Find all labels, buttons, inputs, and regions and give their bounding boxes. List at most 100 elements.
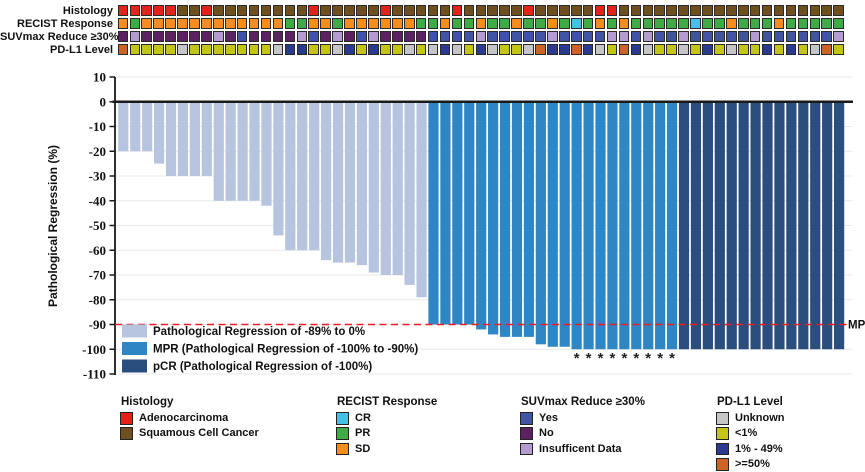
legend-item-label: Yes xyxy=(539,412,558,424)
y-tick-label: -30 xyxy=(89,169,106,184)
track-label-recist: RECIST Response xyxy=(17,17,113,30)
patient-bar xyxy=(201,101,212,176)
track-cell-suvmax xyxy=(463,30,475,42)
track-cell-histology xyxy=(320,4,331,16)
track-cell-suvmax xyxy=(487,30,499,42)
track-cell-histology xyxy=(272,4,284,16)
track-cell-pdl1 xyxy=(726,43,737,55)
legend-group-title: Histology xyxy=(121,396,174,408)
track-cell-histology xyxy=(678,4,689,16)
track-cell-pdl1 xyxy=(535,43,546,55)
patient-bar xyxy=(404,101,415,285)
track-cell-recist xyxy=(439,17,451,29)
legend-swatch xyxy=(716,412,729,425)
track-cell-histology xyxy=(391,4,403,16)
track-cell-pdl1 xyxy=(642,43,654,55)
patient-bar xyxy=(595,101,606,350)
track-cell-recist xyxy=(714,17,725,29)
track-cell-suvmax xyxy=(236,30,248,42)
track-cell-pdl1 xyxy=(785,43,797,55)
track-cell-pdl1 xyxy=(511,43,522,55)
track-cell-pdl1 xyxy=(654,43,666,55)
track-cell-recist xyxy=(368,17,379,29)
track-cell-histology xyxy=(415,4,427,16)
patient-bar xyxy=(153,101,165,164)
patient-bar xyxy=(643,101,654,350)
track-cell-suvmax xyxy=(678,30,689,42)
track-cell-suvmax xyxy=(201,30,212,42)
track-cell-recist xyxy=(749,17,761,29)
asterisk-marker: * xyxy=(657,350,663,367)
track-cell-pdl1 xyxy=(618,43,630,55)
y-tick-label: -60 xyxy=(89,243,106,258)
track-cell-pdl1 xyxy=(797,43,809,55)
track-cell-pdl1 xyxy=(141,43,153,55)
track-cell-recist xyxy=(165,17,176,29)
track-cell-histology xyxy=(702,4,713,16)
y-tick-label: -110 xyxy=(83,367,106,382)
track-cell-suvmax xyxy=(523,30,534,42)
track-cell-recist xyxy=(451,17,463,29)
patient-bar xyxy=(237,101,248,201)
track-cell-pdl1 xyxy=(165,43,176,55)
y-tick-label: 0 xyxy=(100,94,107,109)
track-label-pdl1: PD-L1 Level xyxy=(50,43,113,56)
track-cell-histology xyxy=(332,4,343,16)
track-cell-histology xyxy=(141,4,153,16)
track-cell-pdl1 xyxy=(833,43,844,55)
track-cell-histology xyxy=(260,4,272,16)
track-cell-pdl1 xyxy=(296,43,308,55)
track-cell-suvmax xyxy=(224,30,236,42)
patient-bar xyxy=(118,101,129,152)
track-cell-pdl1 xyxy=(666,43,677,55)
track-cell-recist xyxy=(559,17,570,29)
legend-item-label: CR xyxy=(355,412,371,424)
asterisk-marker: * xyxy=(621,350,627,367)
legend-item-label: Unknown xyxy=(735,412,785,424)
track-cell-histology xyxy=(153,4,164,16)
track-cell-recist xyxy=(463,17,475,29)
patient-bar xyxy=(452,101,463,325)
track-cell-histology xyxy=(737,4,749,16)
track-cell-suvmax xyxy=(451,30,463,42)
y-tick-label: -80 xyxy=(89,292,106,307)
y-axis-title: Pathological Regression (%) xyxy=(46,145,60,307)
track-cell-recist xyxy=(403,17,415,29)
track-cell-recist xyxy=(618,17,630,29)
regression-legend-label-mpr: MPR (Pathological Regression of -100% to… xyxy=(153,344,418,356)
track-cell-recist xyxy=(833,17,844,29)
patient-bar xyxy=(786,101,797,350)
track-cell-histology xyxy=(690,4,701,16)
legend-swatch xyxy=(520,427,533,440)
patient-bar xyxy=(559,101,570,347)
track-cell-suvmax xyxy=(535,30,546,42)
track-cell-suvmax xyxy=(511,30,522,42)
regression-legend-label-reg: Pathological Regression of -89% to 0% xyxy=(153,326,365,338)
legend-item-label: Insufficent Data xyxy=(539,442,622,455)
y-tick-label: -20 xyxy=(89,144,106,159)
track-cell-histology xyxy=(535,4,546,16)
track-cell-pdl1 xyxy=(391,43,403,55)
legend-swatch xyxy=(120,427,133,440)
y-tick-label: -90 xyxy=(89,317,106,332)
track-cell-histology xyxy=(654,4,666,16)
track-cell-recist xyxy=(654,17,666,29)
patient-bar xyxy=(130,101,141,152)
track-cell-pdl1 xyxy=(284,43,296,55)
track-cell-histology xyxy=(726,4,737,16)
track-cell-suvmax xyxy=(165,30,176,42)
patient-bar xyxy=(344,101,356,263)
track-cell-pdl1 xyxy=(582,43,594,55)
track-cell-pdl1 xyxy=(630,43,642,55)
track-cell-recist xyxy=(570,17,582,29)
track-cell-suvmax xyxy=(499,30,510,42)
track-cell-histology xyxy=(606,4,618,16)
track-cell-histology xyxy=(356,4,367,16)
patient-bar xyxy=(738,101,749,350)
track-cell-histology xyxy=(666,4,677,16)
legend-swatch xyxy=(716,427,729,440)
patient-bar xyxy=(535,101,546,345)
track-cell-suvmax xyxy=(570,30,582,42)
track-cell-suvmax xyxy=(439,30,451,42)
patient-bar xyxy=(225,101,236,201)
